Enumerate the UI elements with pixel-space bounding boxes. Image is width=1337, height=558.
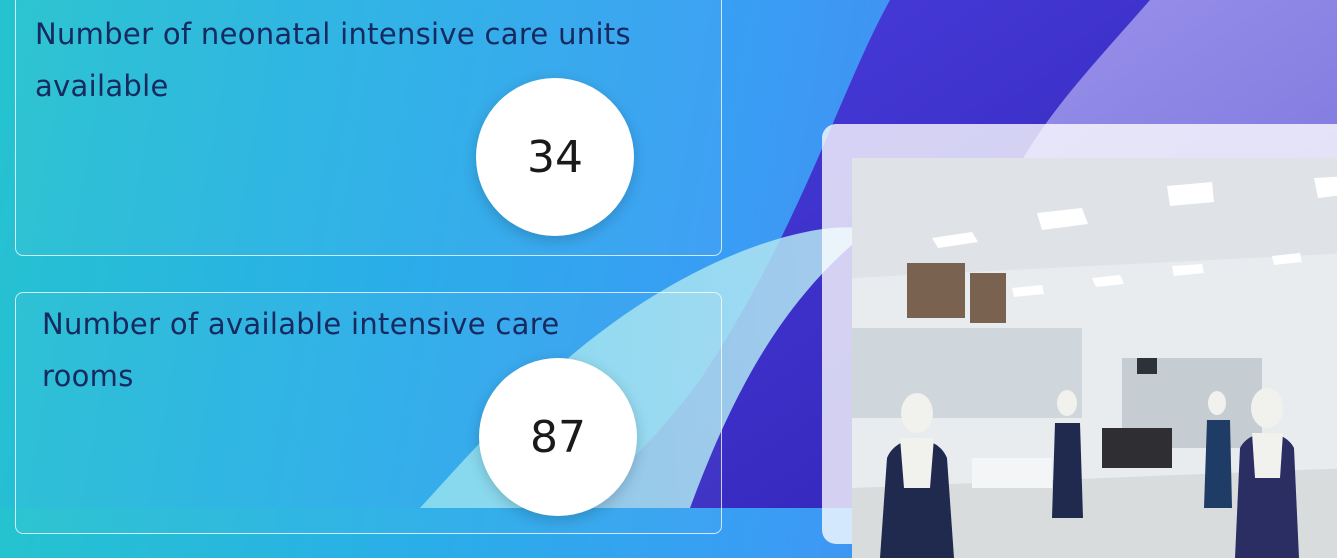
stat-card-icu-rooms: Number of available intensive care rooms… (15, 292, 722, 534)
stat-value-circle: 34 (476, 78, 634, 236)
stat-label: Number of neonatal intensive care units … (35, 17, 631, 103)
stat-value-circle: 87 (479, 358, 637, 516)
hospital-icu-photo (852, 158, 1337, 558)
photo-frame (822, 124, 1337, 558)
hospital-icu-photo-icon (852, 158, 1337, 558)
stat-label: Number of available intensive care rooms (42, 307, 560, 393)
stat-card-neonatal-icu: Number of neonatal intensive care units … (15, 0, 722, 256)
